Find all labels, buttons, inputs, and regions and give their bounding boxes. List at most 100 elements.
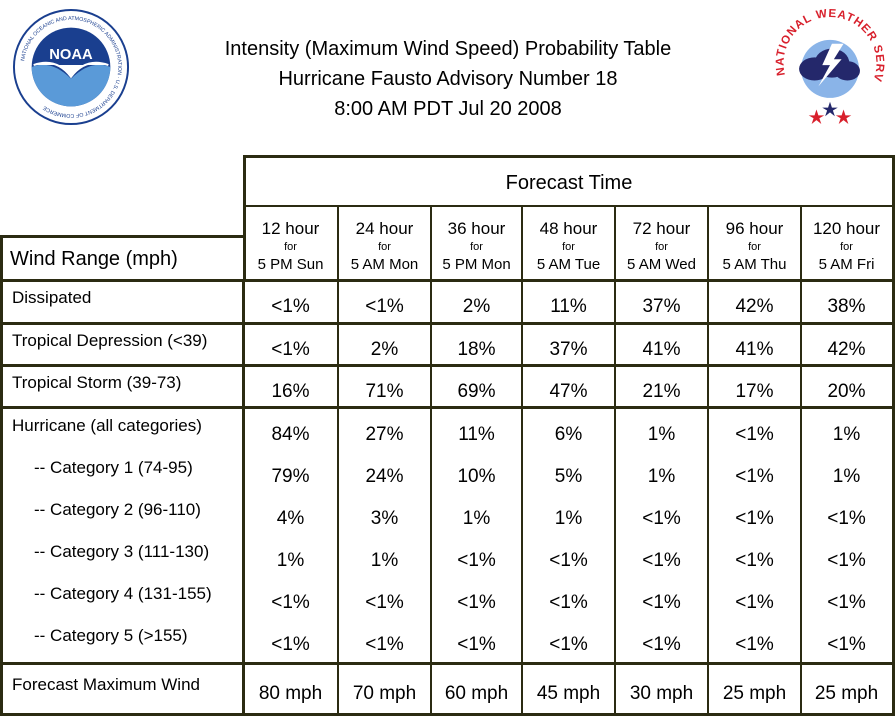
value-column-divider bbox=[800, 279, 802, 325]
value-column-divider bbox=[337, 279, 339, 325]
table-cell: 5% bbox=[554, 466, 583, 487]
row-group-box-4 bbox=[0, 662, 895, 716]
value-column-divider bbox=[337, 322, 339, 367]
header-column-divider bbox=[614, 205, 616, 282]
table-cell: 79% bbox=[271, 466, 310, 487]
column-hours-1: 24 hour bbox=[355, 219, 414, 238]
table-cell: 11% bbox=[458, 424, 495, 445]
table-cell: <1% bbox=[271, 634, 310, 655]
table-cell: 2% bbox=[462, 296, 491, 317]
table-cell: 1% bbox=[370, 550, 399, 571]
value-column-divider bbox=[521, 662, 523, 716]
value-column-divider bbox=[430, 279, 432, 325]
value-column-divider bbox=[614, 662, 616, 716]
table-cell: <1% bbox=[271, 592, 310, 613]
row-label-5: -- Category 2 (96-110) bbox=[34, 500, 201, 519]
column-for-3: for bbox=[562, 241, 575, 253]
table-cell: 37% bbox=[549, 339, 588, 360]
column-hours-5: 96 hour bbox=[725, 219, 784, 238]
value-column-divider bbox=[521, 279, 523, 325]
table-cell: 47% bbox=[549, 381, 588, 402]
table-cell: 71% bbox=[365, 381, 404, 402]
value-column-divider bbox=[800, 406, 802, 665]
table-cell: 11% bbox=[550, 296, 587, 317]
table-cell: <1% bbox=[735, 424, 774, 445]
value-column-divider bbox=[521, 364, 523, 409]
value-column-divider bbox=[800, 322, 802, 367]
table-cell: 25 mph bbox=[814, 683, 879, 704]
noaa-logo: NOAA NATIONAL OCEANIC AND ATMOSPHERIC AD… bbox=[12, 8, 130, 126]
column-hours-6: 120 hour bbox=[812, 219, 881, 238]
table-cell: 60 mph bbox=[444, 683, 509, 704]
table-cell: 1% bbox=[554, 508, 583, 529]
forecast-header-divider bbox=[243, 205, 895, 207]
table-cell: 18% bbox=[457, 339, 496, 360]
table-cell: <1% bbox=[827, 592, 866, 613]
value-column-divider bbox=[521, 322, 523, 367]
table-cell: 38% bbox=[827, 296, 866, 317]
table-cell: <1% bbox=[827, 634, 866, 655]
table-cell: 30 mph bbox=[629, 683, 694, 704]
value-column-divider bbox=[430, 662, 432, 716]
forecast-time-label: Forecast Time bbox=[505, 172, 633, 194]
row-label-8: -- Category 5 (>155) bbox=[34, 626, 188, 645]
table-cell: 1% bbox=[832, 424, 861, 445]
column-hours-4: 72 hour bbox=[632, 219, 691, 238]
title-line-2: Hurricane Fausto Advisory Number 18 bbox=[278, 68, 618, 90]
table-cell: <1% bbox=[365, 592, 404, 613]
value-column-divider bbox=[430, 406, 432, 665]
table-cell: <1% bbox=[735, 634, 774, 655]
table-cell: <1% bbox=[827, 508, 866, 529]
table-cell: 80 mph bbox=[258, 683, 323, 704]
table-cell: 70 mph bbox=[352, 683, 417, 704]
table-cell: 25 mph bbox=[722, 683, 787, 704]
table-cell: <1% bbox=[642, 592, 681, 613]
table-cell: 3% bbox=[370, 508, 399, 529]
row-label-7: -- Category 4 (131-155) bbox=[34, 584, 212, 603]
column-when-5: 5 AM Thu bbox=[722, 256, 787, 273]
table-cell: <1% bbox=[457, 592, 496, 613]
table-cell: <1% bbox=[642, 550, 681, 571]
table-cell: <1% bbox=[735, 508, 774, 529]
table-cell: 84% bbox=[271, 424, 310, 445]
column-hours-0: 12 hour bbox=[261, 219, 320, 238]
label-column-divider bbox=[242, 364, 245, 409]
table-cell: 6% bbox=[554, 424, 583, 445]
column-for-2: for bbox=[470, 241, 483, 253]
table-cell: 45 mph bbox=[536, 683, 601, 704]
table-cell: <1% bbox=[642, 508, 681, 529]
value-column-divider bbox=[521, 406, 523, 665]
value-column-divider bbox=[800, 662, 802, 716]
value-column-divider bbox=[707, 364, 709, 409]
table-cell: <1% bbox=[271, 296, 310, 317]
table-cell: <1% bbox=[457, 634, 496, 655]
value-column-divider bbox=[614, 322, 616, 367]
noaa-logo-text: NOAA bbox=[49, 47, 93, 63]
value-column-divider bbox=[707, 406, 709, 665]
row-label-1: Tropical Depression (<39) bbox=[12, 331, 208, 350]
value-column-divider bbox=[800, 364, 802, 409]
table-cell: 10% bbox=[457, 466, 496, 487]
table-cell: <1% bbox=[549, 550, 588, 571]
value-column-divider bbox=[707, 662, 709, 716]
table-cell: 20% bbox=[827, 381, 866, 402]
header-column-divider bbox=[337, 205, 339, 282]
value-column-divider bbox=[614, 279, 616, 325]
column-when-4: 5 AM Wed bbox=[627, 256, 696, 273]
value-column-divider bbox=[707, 322, 709, 367]
table-cell: <1% bbox=[735, 466, 774, 487]
table-cell: 16% bbox=[271, 381, 310, 402]
column-hours-3: 48 hour bbox=[539, 219, 598, 238]
title-line-3: 8:00 AM PDT Jul 20 2008 bbox=[334, 98, 562, 120]
column-for-1: for bbox=[378, 241, 391, 253]
header-column-divider bbox=[430, 205, 432, 282]
value-column-divider bbox=[337, 364, 339, 409]
row-label-4: -- Category 1 (74-95) bbox=[34, 458, 193, 477]
header-column-divider bbox=[800, 205, 802, 282]
value-column-divider bbox=[430, 322, 432, 367]
value-column-divider bbox=[337, 406, 339, 665]
column-when-0: 5 PM Sun bbox=[257, 256, 324, 273]
label-column-divider bbox=[242, 406, 245, 665]
table-cell: 4% bbox=[276, 508, 305, 529]
wind-range-label: Wind Range (mph) bbox=[10, 248, 178, 270]
